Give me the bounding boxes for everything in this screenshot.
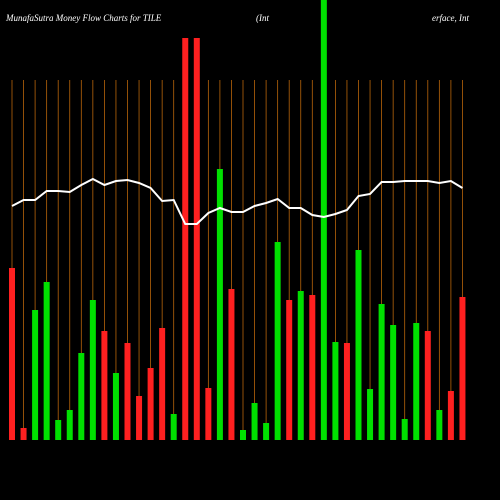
- bar: [32, 310, 39, 440]
- bar: [378, 304, 385, 440]
- chart-subtitle: (Int: [256, 13, 269, 23]
- bar: [320, 0, 327, 440]
- bar: [124, 343, 131, 440]
- bar: [89, 300, 96, 440]
- bar: [20, 428, 27, 440]
- bar: [413, 323, 420, 440]
- bar: [101, 331, 108, 440]
- bar: [251, 403, 258, 440]
- bar: [228, 289, 235, 440]
- bar: [424, 331, 431, 440]
- money-flow-line: [11, 177, 463, 225]
- bar: [112, 373, 119, 440]
- bar: [159, 328, 166, 440]
- bar: [147, 368, 154, 440]
- bar: [216, 169, 223, 440]
- bar: [367, 389, 374, 440]
- bar: [136, 396, 143, 440]
- bar: [309, 295, 316, 440]
- bar: [297, 291, 304, 440]
- bar: [459, 297, 466, 440]
- bar: [355, 250, 362, 440]
- bar: [205, 388, 212, 440]
- bar: [390, 325, 397, 440]
- bar: [9, 268, 15, 440]
- bar: [182, 38, 189, 440]
- chart-subtitle: erface, Int: [432, 13, 469, 23]
- bar: [286, 300, 293, 440]
- bar: [240, 430, 246, 440]
- bar: [343, 343, 350, 440]
- bar: [55, 420, 62, 440]
- bar: [66, 410, 73, 440]
- bar: [263, 423, 270, 440]
- bar: [43, 282, 50, 440]
- bar: [193, 38, 200, 440]
- bar: [170, 414, 177, 440]
- bar: [332, 342, 339, 440]
- bar: [274, 242, 281, 440]
- bar: [436, 410, 443, 440]
- bar: [401, 419, 408, 440]
- chart-title: MunafaSutra Money Flow Charts for TILE: [5, 13, 162, 23]
- bar: [447, 391, 454, 440]
- bar: [78, 353, 85, 440]
